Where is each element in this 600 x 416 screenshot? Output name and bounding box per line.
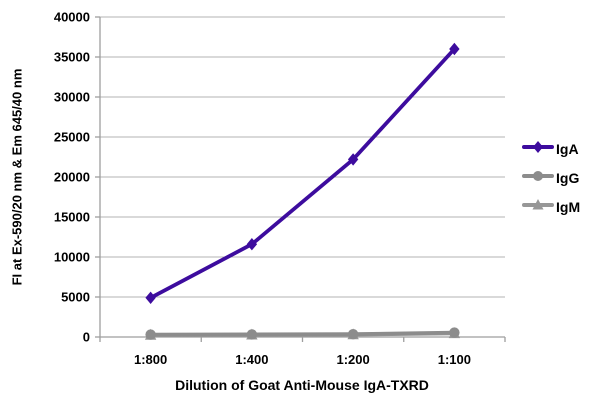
y-tick-label: 0 [83, 330, 90, 345]
y-tick-label: 40000 [54, 10, 90, 25]
x-tick-label: 1:200 [337, 352, 370, 367]
data-point-igg [246, 329, 258, 340]
legend-item-igg: IgG [521, 170, 580, 186]
legend-marker-svg [522, 198, 554, 209]
legend-shape-iga [533, 140, 543, 153]
x-axis-title: Dilution of Goat Anti-Mouse IgA-TXRD [175, 377, 429, 393]
x-tick-label: 1:800 [134, 352, 167, 367]
data-point-igg [347, 329, 359, 340]
legend-shape-igg [533, 170, 543, 181]
legend-label-igg: IgG [556, 170, 580, 186]
legend-marker-svg [522, 170, 554, 181]
series-line-iga [148, 47, 457, 300]
y-tick-label: 35000 [54, 50, 90, 65]
data-point-igg [145, 329, 156, 340]
legend-label-igm: IgM [556, 199, 581, 215]
legend-shape-igm [532, 198, 544, 209]
y-tick-label: 30000 [54, 90, 90, 105]
legend-item-iga: IgA [521, 139, 580, 160]
legend-label-iga: IgA [556, 141, 579, 157]
igg-circle-marker-icon [521, 168, 555, 189]
y-tick-label: 15000 [54, 210, 90, 225]
series-line-igg [148, 330, 457, 337]
x-tick-label: 1:400 [235, 352, 268, 367]
y-tick-label: 25000 [54, 130, 90, 145]
data-point-iga [145, 291, 156, 304]
legend-marker-svg [522, 140, 554, 153]
y-tick-label: 5000 [61, 290, 90, 305]
igm-triangle-marker-icon [521, 197, 555, 218]
y-tick-label: 10000 [54, 250, 90, 265]
data-point-iga [449, 42, 460, 56]
x-tick-label: 1:100 [438, 352, 471, 367]
iga-diamond-marker-icon [521, 139, 555, 160]
data-point-igg [449, 327, 460, 338]
legend-item-igm: IgM [521, 197, 581, 218]
legend: IgA IgG IgM [521, 139, 581, 218]
data-point-iga [246, 238, 258, 251]
data-point-iga [347, 153, 359, 166]
y-tick-label: 20000 [54, 170, 90, 185]
y-axis-title: FI at Ex-590/20 nm & Em 645/40 nm [9, 68, 25, 286]
